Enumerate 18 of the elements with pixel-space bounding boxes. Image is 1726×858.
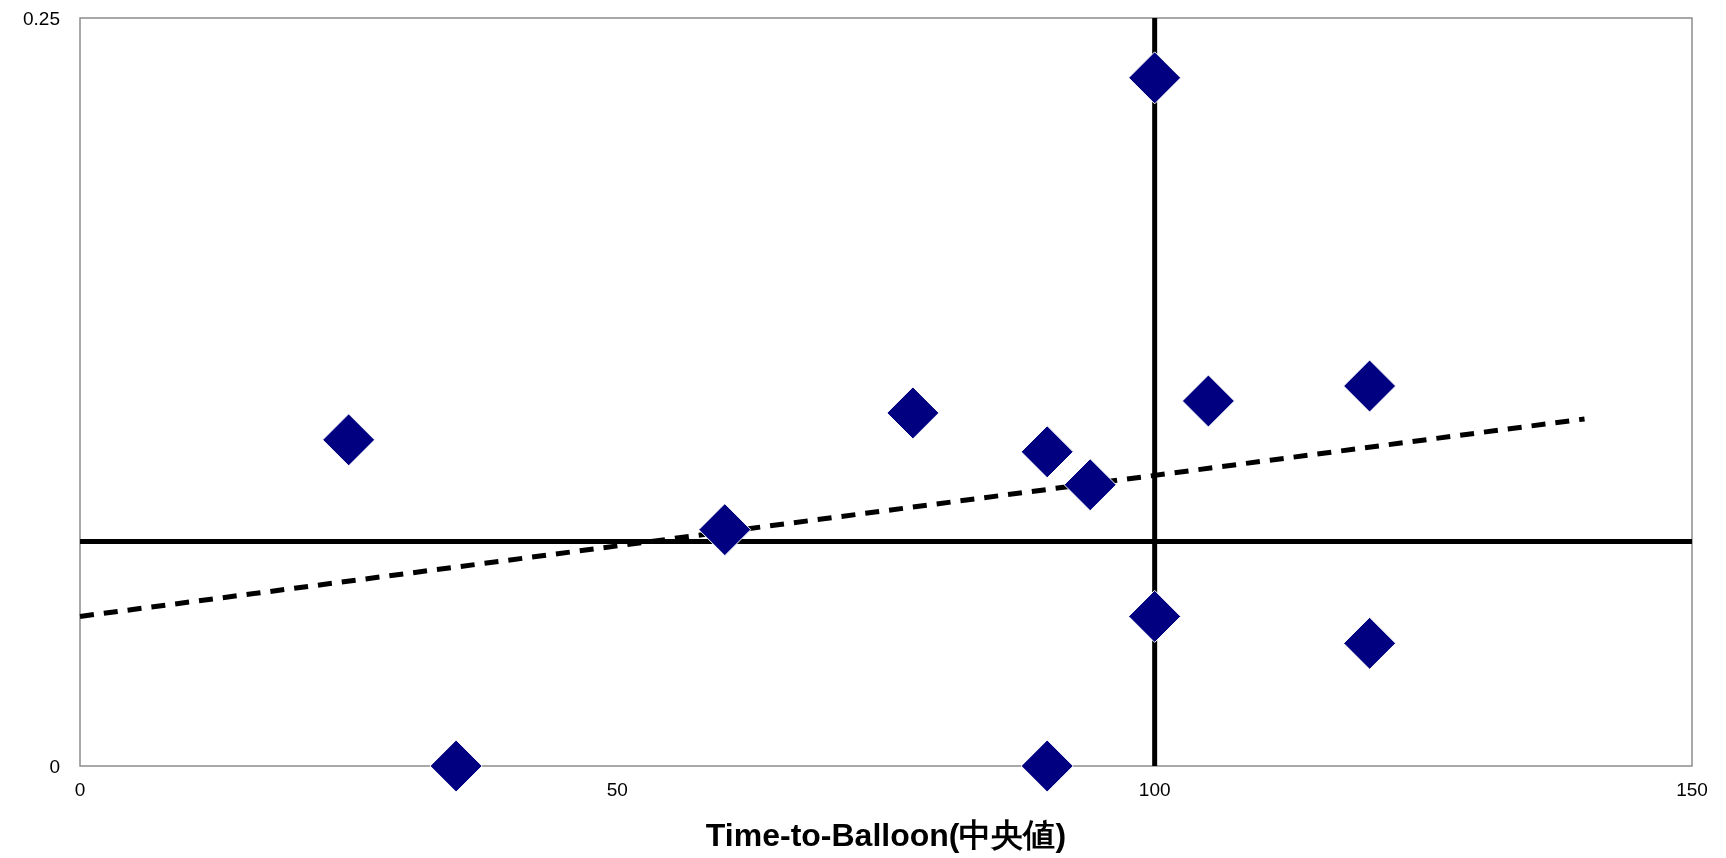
point xyxy=(322,413,376,467)
point xyxy=(1063,458,1117,512)
point xyxy=(1128,589,1182,643)
point xyxy=(886,386,940,440)
point xyxy=(429,739,483,793)
point xyxy=(1343,359,1397,413)
point xyxy=(1128,51,1182,105)
y-tick-label: 0.25 xyxy=(23,8,60,29)
point xyxy=(1020,425,1074,479)
point xyxy=(1020,739,1074,793)
x-tick-label: 100 xyxy=(1138,779,1171,800)
x-axis-title: Time-to-Balloon(中央値) xyxy=(705,817,1067,853)
point xyxy=(698,503,752,557)
x-tick-label: 50 xyxy=(606,779,628,800)
x-tick-label: 150 xyxy=(1676,779,1708,800)
point xyxy=(1343,616,1397,670)
x-tick-label: 0 xyxy=(74,779,86,800)
point xyxy=(1181,374,1235,428)
